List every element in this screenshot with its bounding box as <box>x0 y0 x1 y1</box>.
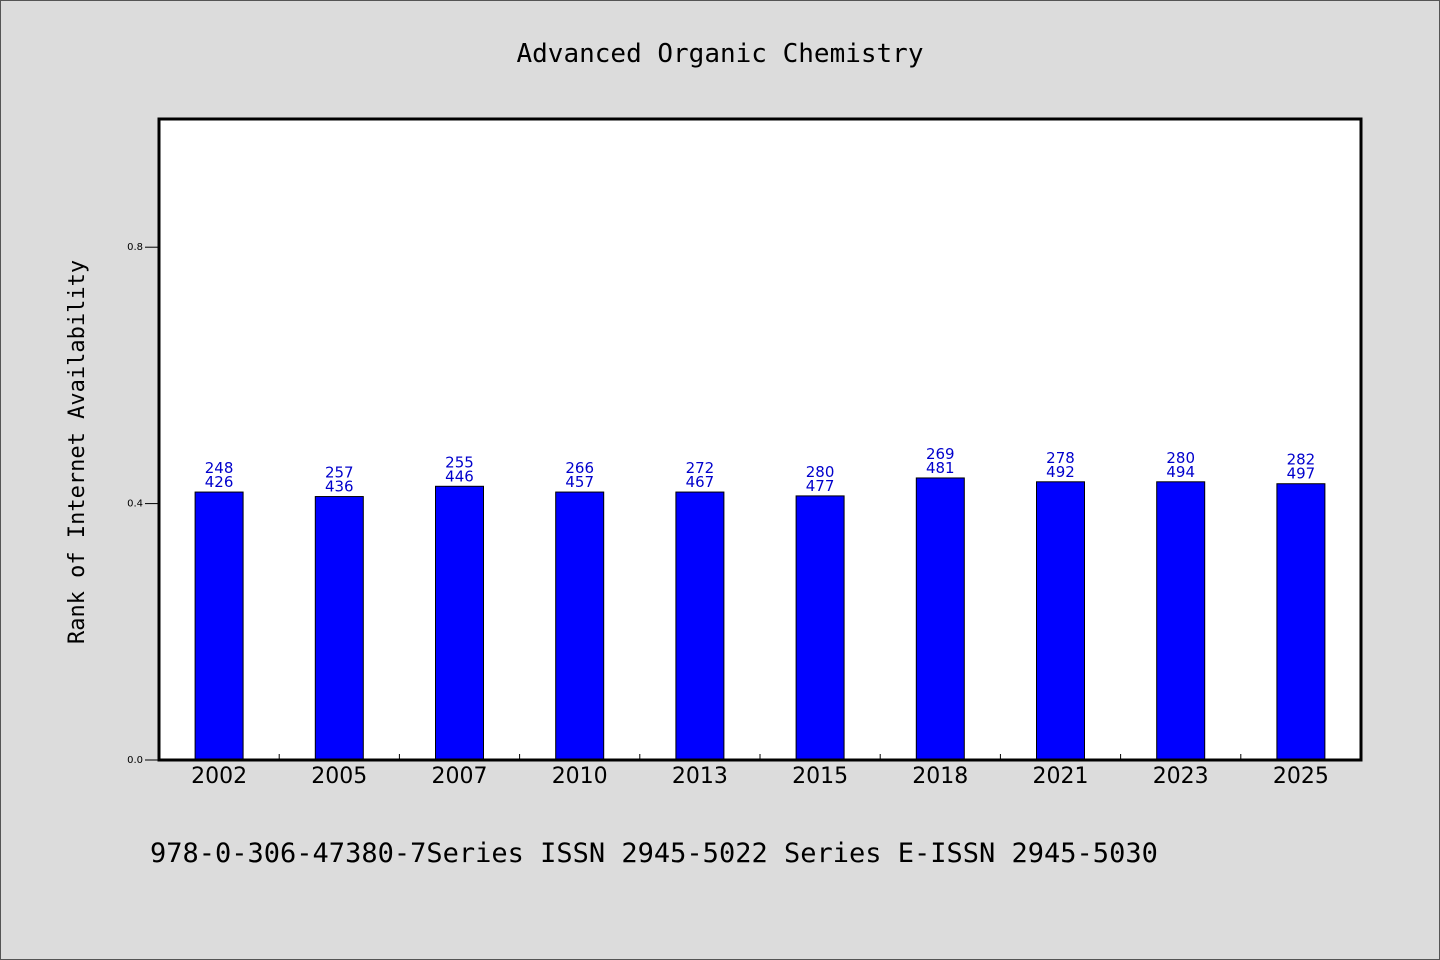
bar-2013 <box>675 491 725 761</box>
x-tick-label-2002: 2002 <box>191 764 247 789</box>
bar-2007 <box>435 485 484 761</box>
data-label-bottom-2005: 436 <box>325 478 354 496</box>
bar-2010 <box>555 491 605 761</box>
bars-group <box>194 477 1326 761</box>
footer-isbn-issn: 978-0-306-47380-7Series ISSN 2945-5022 S… <box>150 838 1158 869</box>
data-label-bottom-2015: 477 <box>806 477 835 495</box>
bar-2021 <box>1036 481 1085 761</box>
y-tick-label-0.4: 0.4 <box>127 499 143 510</box>
data-label-bottom-2013: 467 <box>686 473 715 491</box>
x-tick-label-2005: 2005 <box>311 764 367 789</box>
data-label-bottom-2021: 492 <box>1046 463 1075 481</box>
data-label-top-2013: 272 <box>686 459 715 477</box>
x-tick-label-2007: 2007 <box>432 764 488 789</box>
y-axis: 0.0 0.4 0.8 <box>127 242 159 766</box>
bar-2015 <box>795 495 845 761</box>
bar-2023 <box>1156 481 1206 761</box>
bar-2002 <box>194 491 244 761</box>
x-tick-label-2010: 2010 <box>552 764 608 789</box>
x-tick-label-2021: 2021 <box>1033 764 1089 789</box>
y-tick-label-0.8: 0.8 <box>127 242 143 253</box>
bar-2018 <box>915 477 965 761</box>
data-label-top-2010: 266 <box>565 459 594 477</box>
data-label-top-2025: 282 <box>1287 451 1316 469</box>
data-label-bottom-2018: 481 <box>926 459 955 477</box>
y-axis-label: Rank of Internet Availability <box>65 260 90 644</box>
x-axis: 2002 2005 2007 2010 2013 2015 2018 2021 2023 2025 <box>191 754 1329 789</box>
x-tick-label-2018: 2018 <box>912 764 968 789</box>
x-tick-label-2015: 2015 <box>792 764 848 789</box>
data-label-bottom-2007: 446 <box>445 467 474 485</box>
data-label-top-2002: 248 <box>205 459 234 477</box>
chart-title: Advanced Organic Chemistry <box>517 39 924 69</box>
y-tick-label-0.0: 0.0 <box>127 755 143 766</box>
x-tick-label-2025: 2025 <box>1273 764 1329 789</box>
data-label-bottom-2010: 457 <box>565 473 594 491</box>
data-label-top-2023: 280 <box>1166 449 1195 467</box>
data-label-top-2018: 269 <box>926 445 955 463</box>
bar-2005 <box>314 496 364 761</box>
data-label-top-2005: 257 <box>325 464 354 482</box>
data-label-bottom-2025: 497 <box>1287 465 1316 483</box>
data-label-top-2015: 280 <box>806 463 835 481</box>
x-tick-label-2023: 2023 <box>1153 764 1209 789</box>
data-label-bottom-2002: 426 <box>205 473 234 491</box>
data-label-top-2007: 255 <box>445 453 474 471</box>
data-label-top-2021: 278 <box>1046 449 1075 467</box>
x-tick-label-2013: 2013 <box>672 764 728 789</box>
bar-2025 <box>1276 483 1326 761</box>
data-label-bottom-2023: 494 <box>1166 463 1195 481</box>
